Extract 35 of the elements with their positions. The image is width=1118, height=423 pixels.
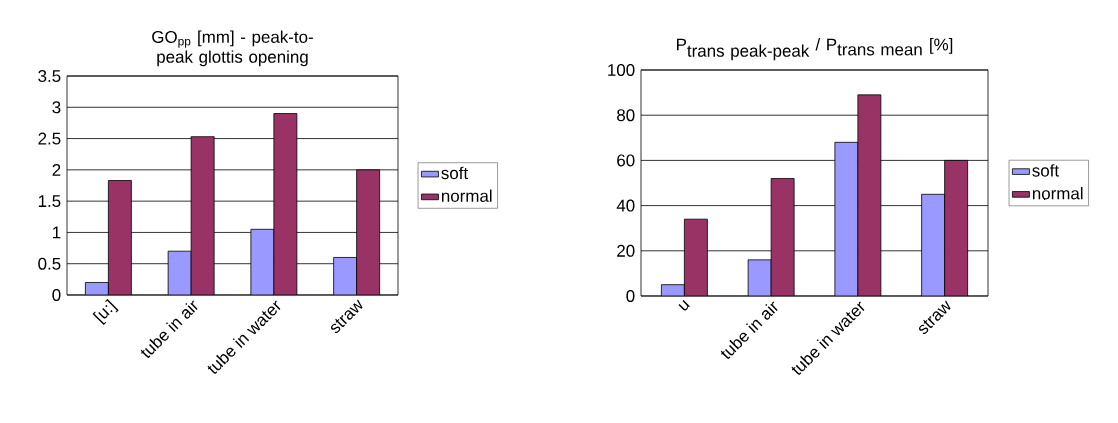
chart-title: GO$_{pp}$ [mm] - peak-to-peak glottis opening (152, 30, 313, 67)
chart-title: $\mbox{P}_{\mbox{trans peak-peak}}\mbox{ / }\mbox{P}_{\mbox{trans mean}}\mbox{ [\%]}$ (677, 38, 953, 61)
bar (683, 218, 708, 296)
y-tick-label: 3.5 (38, 70, 61, 82)
bar (770, 178, 795, 296)
y-tick-label: 0.5 (38, 257, 61, 270)
legend-label: normal (441, 189, 492, 202)
y-tick-label: 100 (608, 64, 635, 76)
legend-label: normal (1032, 186, 1083, 200)
x-tick-label: tube in air (140, 300, 198, 358)
bar (857, 94, 882, 296)
y-tick-label: 3 (52, 101, 61, 114)
bar (834, 141, 859, 296)
y-tick-label: 80 (617, 109, 635, 122)
y-tick-label: 2.5 (38, 132, 61, 145)
y-tick-label: 20 (617, 244, 635, 257)
bar (273, 113, 298, 295)
bar (107, 180, 132, 295)
legend-label: soft (441, 166, 469, 180)
y-tick-label: 0 (52, 289, 61, 301)
bar (190, 136, 215, 295)
y-tick-label: 1.5 (38, 195, 61, 208)
x-tick-label: u (678, 299, 690, 311)
y-tick-label: 1 (53, 226, 61, 239)
bar (333, 257, 358, 295)
bar (356, 169, 381, 295)
legend-label: soft (1032, 164, 1059, 177)
x-tick-label: tube in air (720, 301, 778, 359)
x-tick-label: [u:] (92, 298, 119, 326)
y-tick-label: 60 (617, 154, 635, 167)
bar (944, 160, 969, 296)
y-tick-label: 0 (626, 290, 635, 302)
bar (921, 193, 946, 296)
y-tick-label: 2 (52, 163, 61, 176)
y-tick-label: 40 (616, 199, 635, 212)
